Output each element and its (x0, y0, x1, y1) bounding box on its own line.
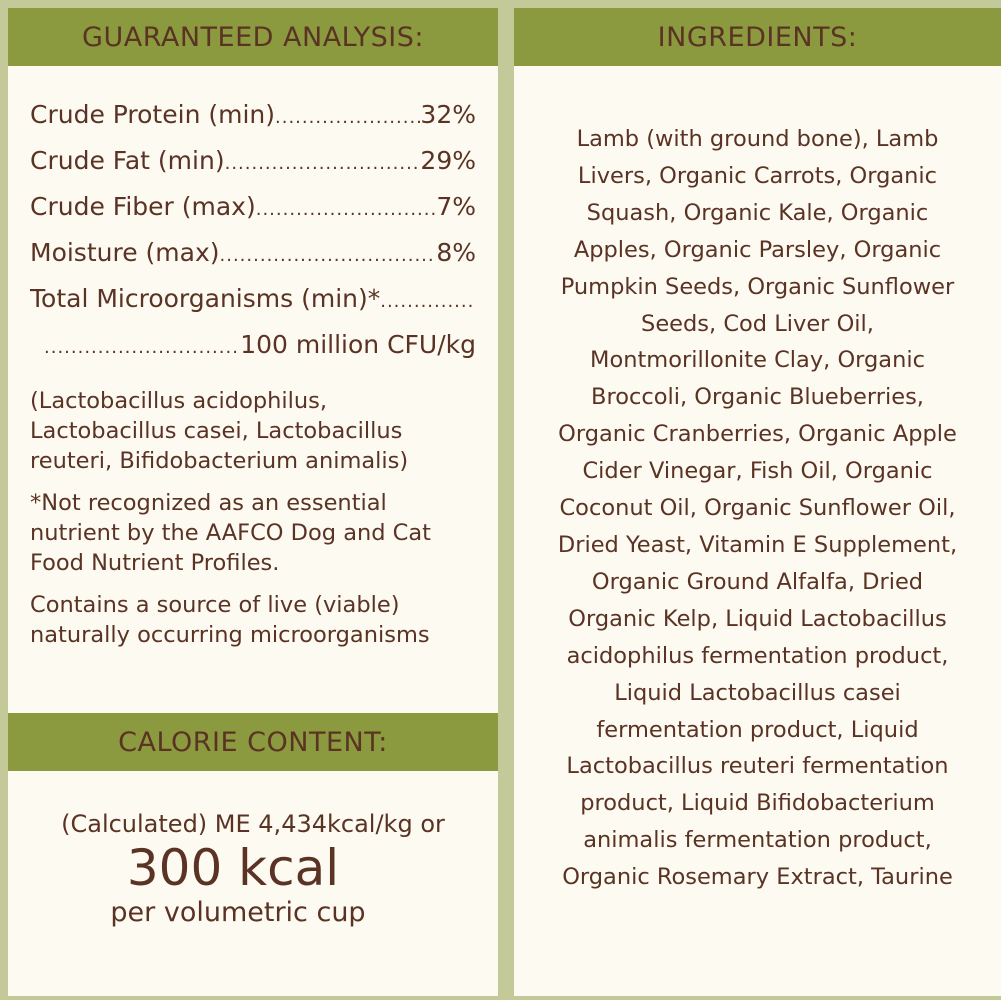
row-value: 7% (436, 192, 476, 221)
calorie-per-cup: 300 kcal (126, 839, 340, 897)
ingredients-line: animalis fermentation product, (583, 827, 932, 854)
strains-note: (Lactobacillus acidophilus, Lactobacillu… (30, 388, 409, 474)
ingredients-list: Lamb (with ground bone), Lamb Livers, Org… (514, 66, 1001, 896)
analysis-row: Moisture (max) 8% (30, 230, 476, 276)
ingredients-line: acidophilus fermentation product, (566, 642, 949, 669)
row-value: 32% (420, 100, 476, 129)
calorie-me: (Calculated) ME 4,434kcal/kg or (61, 810, 445, 838)
row-label: Crude Fat (min) (30, 146, 225, 175)
row-label: Crude Fiber (max) (30, 192, 256, 221)
leader-dots (44, 325, 240, 371)
ingredients-line: Cider Vinegar, Fish Oil, Organic (582, 458, 933, 485)
ingredients-panel: INGREDIENTS: Lamb (with ground bone), La… (514, 8, 1001, 996)
row-value: 29% (420, 146, 476, 175)
ingredients-line: Lamb (with ground bone), Lamb (576, 126, 939, 152)
ingredients-line: Montmorillonite Clay, Organic (590, 347, 925, 374)
row-label: Crude Protein (min) (30, 100, 276, 129)
live-microorganisms-note: Contains a source of live (viable) natur… (30, 592, 430, 648)
ingredients-line: Dried Yeast, Vitamin E Supplement, (557, 531, 958, 558)
analysis-row: Total Microorganisms (min)* (30, 276, 476, 322)
guaranteed-analysis-panel: GUARANTEED ANALYSIS: Crude Protein (min)… (8, 8, 498, 996)
ingredients-line: Coconut Oil, Organic Sunflower Oil, (559, 495, 956, 522)
ingredients-line: Squash, Organic Kale, Organic (586, 199, 929, 226)
ingredients-line: Organic Ground Alfalfa, Dried (591, 568, 924, 595)
ingredients-line: product, Liquid Bifidobacterium (580, 790, 935, 817)
analysis-row: Crude Fiber (max) 7% (30, 184, 476, 230)
leader-dots (220, 233, 437, 279)
row-label: Total Microorganisms (min)* (30, 284, 381, 313)
calorie-content: (Calculated) ME 4,434kcal/kg or 300 kcal… (8, 808, 498, 930)
aafco-footnote: *Not recognized as an essential nutrient… (30, 490, 432, 576)
ingredients-line: Liquid Lactobacillus casei (614, 679, 901, 706)
leader-dots (380, 279, 476, 325)
analysis-row: Crude Fat (min) 29% (30, 138, 476, 184)
ingredients-line: Broccoli, Organic Blueberries, (591, 384, 924, 411)
ingredients-line: Organic Cranberries, Organic Apple (558, 421, 957, 448)
ingredients-line: fermentation product, Liquid (596, 716, 919, 743)
analysis-rows: Crude Protein (min) 32% Crude Fat (min) 29… (8, 66, 498, 368)
calorie-unit: per volumetric cup (110, 897, 366, 928)
row-value: 100 million CFU/kg (240, 330, 476, 359)
analysis-header: GUARANTEED ANALYSIS: (8, 8, 498, 66)
leader-dots (256, 187, 437, 233)
row-label: Moisture (max) (30, 238, 220, 267)
ingredients-line: Apples, Organic Parsley, Organic (573, 236, 942, 263)
row-value: 8% (436, 238, 476, 267)
ingredients-line: Organic Kelp, Liquid Lactobacillus (568, 605, 947, 632)
ingredients-header: INGREDIENTS: (514, 8, 1001, 66)
ingredients-line: Organic Rosemary Extract, Taurine (562, 864, 953, 891)
ingredients-line: Lactobacillus reuteri fermentation (566, 753, 949, 780)
ingredients-line: Seeds, Cod Liver Oil, (641, 310, 874, 337)
leader-dots (275, 95, 420, 141)
leader-dots (225, 141, 421, 187)
ingredients-line: Pumpkin Seeds, Organic Sunflower (560, 273, 955, 300)
calorie-header: CALORIE CONTENT: (8, 713, 498, 771)
analysis-row: Crude Protein (min) 32% (30, 92, 476, 138)
ingredients-line: Livers, Organic Carrots, Organic (577, 162, 938, 189)
analysis-row: 100 million CFU/kg (30, 322, 476, 368)
